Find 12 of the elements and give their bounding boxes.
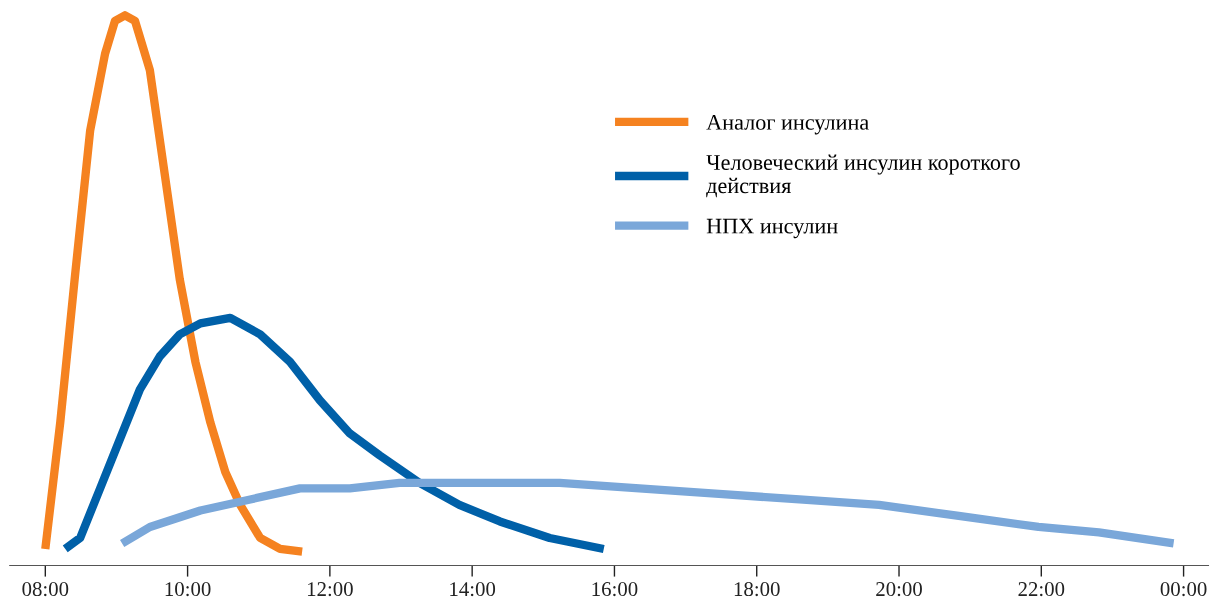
x-tick-label: 22:00 [1018,582,1065,597]
x-tick-label: 14:00 [450,582,496,597]
x-tick-label: 08:00 [22,582,69,597]
legend-label: НПХ инсулин [706,218,838,239]
x-tick-label: 12:00 [307,582,353,597]
x-tick-label: 18:00 [734,582,780,597]
x-tick-label: 20:00 [876,582,922,597]
x-tick-label: 00:00 [1160,582,1207,597]
legend-label: Аналог инсулина [706,114,869,135]
legend-label: Человеческий инсулин короткого действия [706,154,1020,198]
x-tick-label: 16:00 [592,582,638,597]
x-tick-label: 10:00 [165,582,211,597]
